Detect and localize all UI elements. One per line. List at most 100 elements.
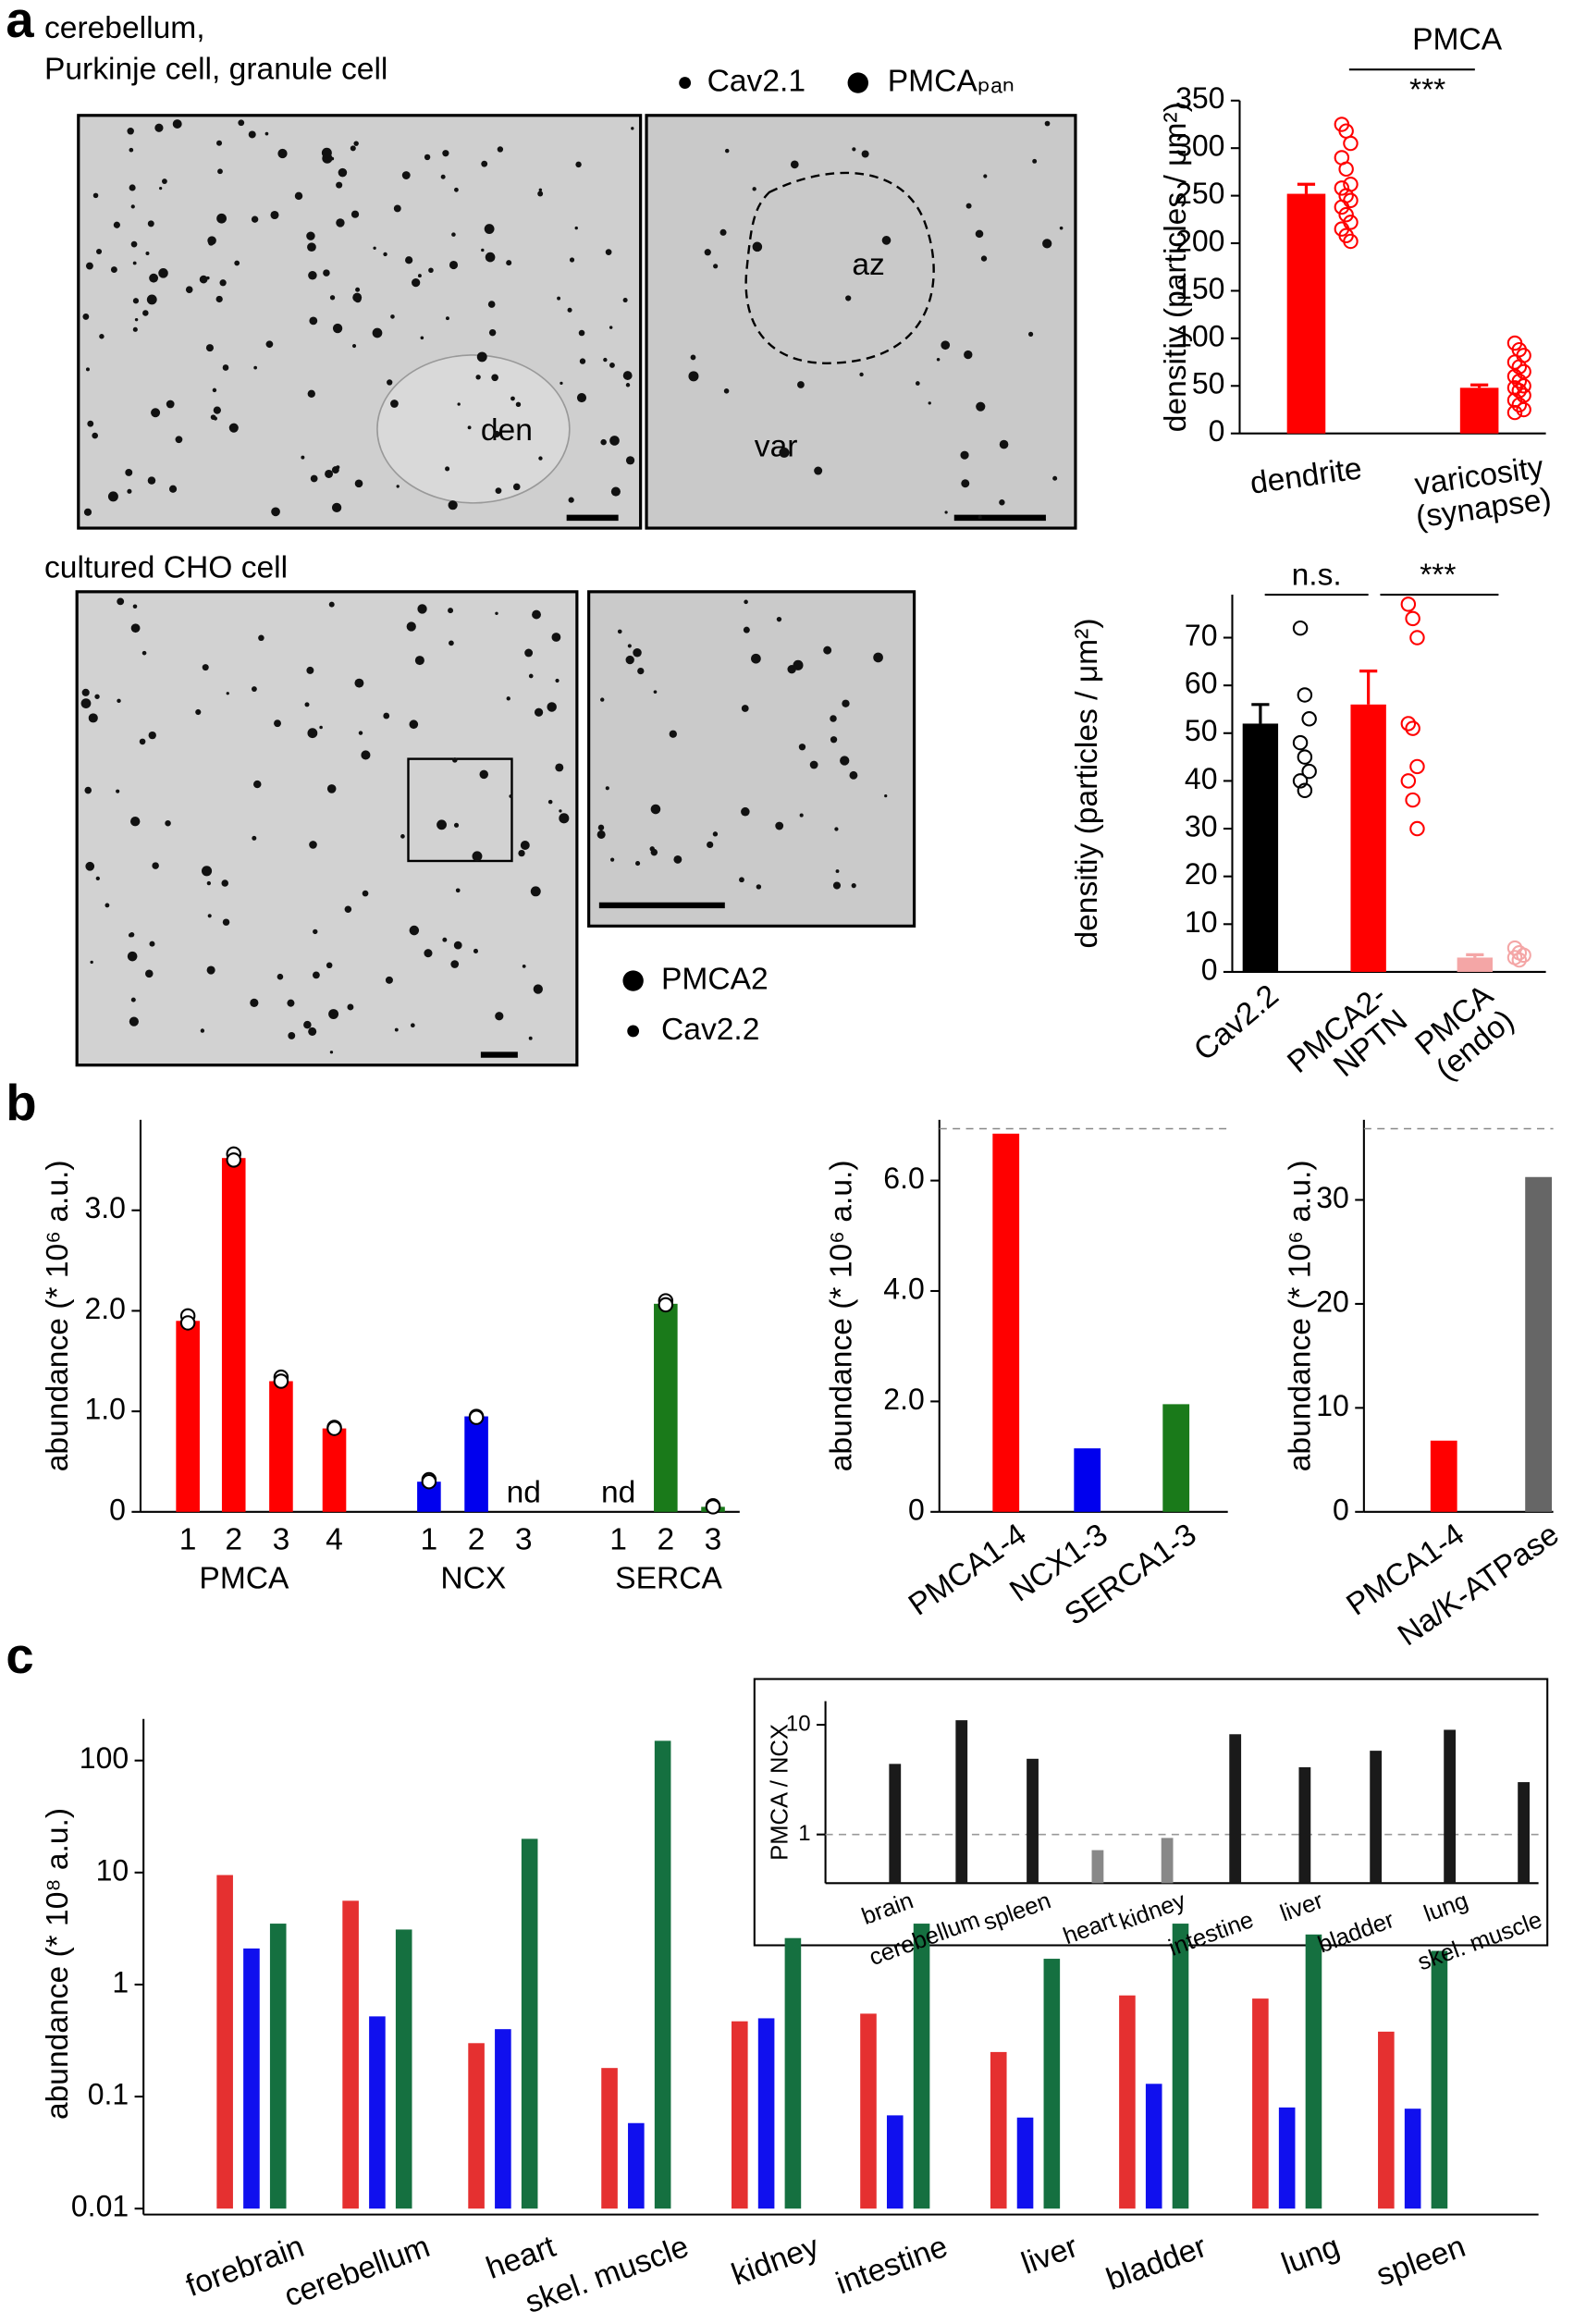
particle xyxy=(484,224,495,234)
particle xyxy=(622,371,633,380)
particle xyxy=(129,184,136,191)
y-tick-label: 60 xyxy=(1185,667,1218,700)
particle xyxy=(151,408,161,418)
particle xyxy=(213,406,221,414)
particle xyxy=(520,841,530,850)
bar xyxy=(1229,1734,1242,1884)
particle xyxy=(88,713,98,723)
particle xyxy=(331,502,342,513)
particle xyxy=(793,659,804,670)
particle xyxy=(373,246,376,250)
particle xyxy=(574,226,578,230)
particle xyxy=(387,379,393,386)
particle xyxy=(575,161,582,168)
particle xyxy=(162,178,167,184)
particle xyxy=(481,248,485,252)
x-tick-label: lung xyxy=(1277,2230,1344,2281)
particle xyxy=(414,656,424,666)
particle xyxy=(528,673,534,679)
data-point xyxy=(1400,773,1417,789)
y-tick-label: 1.0 xyxy=(85,1393,126,1426)
data-point xyxy=(705,1499,721,1515)
particle xyxy=(130,623,141,633)
particle xyxy=(145,251,150,255)
bar xyxy=(221,1158,246,1512)
particle xyxy=(739,877,744,883)
particle xyxy=(1042,239,1052,249)
particle xyxy=(92,432,98,439)
y-tick-label: 200 xyxy=(1175,224,1224,257)
particle xyxy=(440,174,446,179)
micrograph xyxy=(75,590,579,1067)
particle xyxy=(96,248,103,255)
particle xyxy=(95,876,100,881)
particle xyxy=(961,479,970,488)
structure xyxy=(376,354,571,504)
data-point xyxy=(1405,720,1420,736)
data-point xyxy=(1343,135,1359,152)
particle xyxy=(751,653,761,664)
panel-label: b xyxy=(6,1075,36,1131)
particle xyxy=(336,181,343,189)
particle xyxy=(328,601,335,608)
bar xyxy=(1378,2031,1395,2209)
annotation: nd xyxy=(507,1475,541,1509)
bar xyxy=(1404,2109,1421,2209)
particle xyxy=(752,241,763,252)
particle xyxy=(129,147,134,153)
particle xyxy=(497,146,504,153)
particle xyxy=(515,401,522,408)
particle xyxy=(532,609,541,620)
particle xyxy=(344,905,352,914)
x-tick-label: 2 xyxy=(468,1523,486,1557)
bar xyxy=(1431,1950,1448,2209)
particle xyxy=(383,252,387,257)
y-tick-label: 50 xyxy=(1185,714,1218,747)
particle xyxy=(506,696,510,701)
particle xyxy=(258,634,264,642)
particle xyxy=(129,1016,139,1027)
particle xyxy=(851,883,856,889)
particle xyxy=(449,260,459,270)
particle xyxy=(495,611,498,616)
particle xyxy=(107,491,118,502)
particle xyxy=(450,960,460,968)
particle xyxy=(251,215,259,223)
y-tick-label: 2.0 xyxy=(883,1383,924,1416)
particle xyxy=(1027,331,1034,337)
particle xyxy=(396,485,400,488)
y-tick-label: 100 xyxy=(1175,319,1224,352)
particle xyxy=(861,150,869,158)
particle xyxy=(166,400,175,409)
particle xyxy=(354,678,364,688)
particle xyxy=(834,827,839,831)
bar xyxy=(269,1381,293,1512)
particle xyxy=(405,256,413,264)
bar xyxy=(176,1321,200,1512)
bar xyxy=(495,2029,511,2209)
particle xyxy=(390,400,399,408)
bar xyxy=(243,1948,260,2209)
particle xyxy=(306,666,314,674)
data-point xyxy=(1516,401,1531,418)
particle xyxy=(538,188,543,192)
particle xyxy=(453,941,462,950)
legend-dot xyxy=(627,1025,640,1038)
particle xyxy=(518,849,525,857)
data-point xyxy=(1400,716,1417,732)
y-tick-label: 10 xyxy=(1185,905,1218,939)
particle xyxy=(944,510,948,514)
particle xyxy=(610,857,615,862)
particle xyxy=(673,855,682,864)
x-tick-label: lung xyxy=(1420,1887,1471,1927)
particle xyxy=(744,599,748,605)
particle xyxy=(228,423,239,433)
data-point xyxy=(1506,404,1523,421)
particle xyxy=(569,257,575,263)
legend-label: Cav2.2 xyxy=(661,1013,759,1047)
particle xyxy=(80,698,92,708)
y-tick-label: 50 xyxy=(1192,367,1225,400)
particle xyxy=(248,130,256,139)
bar xyxy=(216,1875,233,2209)
particle xyxy=(491,374,498,382)
